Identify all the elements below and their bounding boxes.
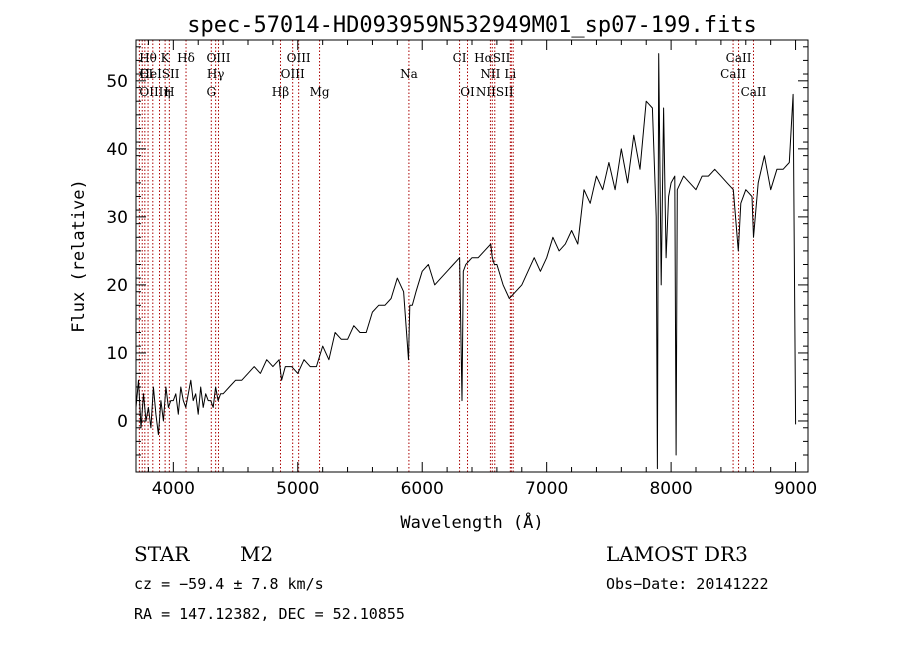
x-tick-label-4000: 4000 [152,479,195,499]
line-label-20: Mg [310,85,330,99]
y-tick-label-20: 20 [106,276,128,296]
spectrum-series [135,53,797,470]
line-label-15: CaII [720,67,746,81]
line-label-12: Na [400,67,418,81]
line-label-9: HeISII [140,67,180,81]
line-label-1: K [161,51,171,65]
observation-date: Obs−Date: 20141222 [606,575,769,593]
x-axis-label: Wavelength (Å) [400,511,543,533]
ra-dec-coordinates: RA = 147.12382, DEC = 52.10855 [134,605,405,623]
y-axis-label: Flux (relative) [69,179,89,333]
line-label-0: Hθ [139,51,157,65]
line-label-2: Hδ [177,51,195,65]
y-tick-label-0: 0 [117,412,128,432]
x-tick-label-7000: 7000 [525,479,568,499]
line-label-23: CaII [741,85,767,99]
plot-frame [135,39,809,473]
x-tick-label-8000: 8000 [649,479,692,499]
line-label-4: OIII [287,51,311,65]
line-label-8: CI [139,67,153,81]
line-label-5: CI [453,51,467,65]
line-label-16: OIIIη [139,85,170,99]
chart-title: spec-57014-HD093959N532949M01_sp07-199.f… [187,13,757,38]
line-label-21: OI [460,85,475,99]
object-subclass: M2 [240,542,273,566]
x-tick-label-9000: 9000 [774,479,817,499]
line-label-3: OIII [206,51,230,65]
line-label-14: Li [504,67,516,81]
y-tick-label-10: 10 [106,344,128,364]
plot-border [135,39,809,473]
x-tick-label-6000: 6000 [401,479,444,499]
y-tick-label-40: 40 [106,140,128,160]
line-label-7: CaII [726,51,752,65]
y-tick-label-50: 50 [106,72,128,92]
spectrum-line-0 [135,53,797,470]
line-label-19: Hβ [272,85,289,99]
line-label-13: NII [480,67,500,81]
line-label-18: G [206,85,216,99]
line-label-6: HαSII [474,51,511,65]
redshift-velocity: cz = −59.4 ± 7.8 km/s [134,575,324,593]
y-tick-label-30: 30 [106,208,128,228]
line-label-22: NIISII [476,85,514,99]
line-label-11: OIII [281,67,305,81]
line-label-10: Hγ [207,67,225,81]
line-label-17: H [164,85,174,99]
survey-name: LAMOST DR3 [606,542,748,566]
axis-ticks: 4000 5000 6000 7000 8000 9000 0 10 20 30 40 50 [106,40,817,499]
x-tick-label-5000: 5000 [276,479,319,499]
object-class: STAR [134,542,190,566]
